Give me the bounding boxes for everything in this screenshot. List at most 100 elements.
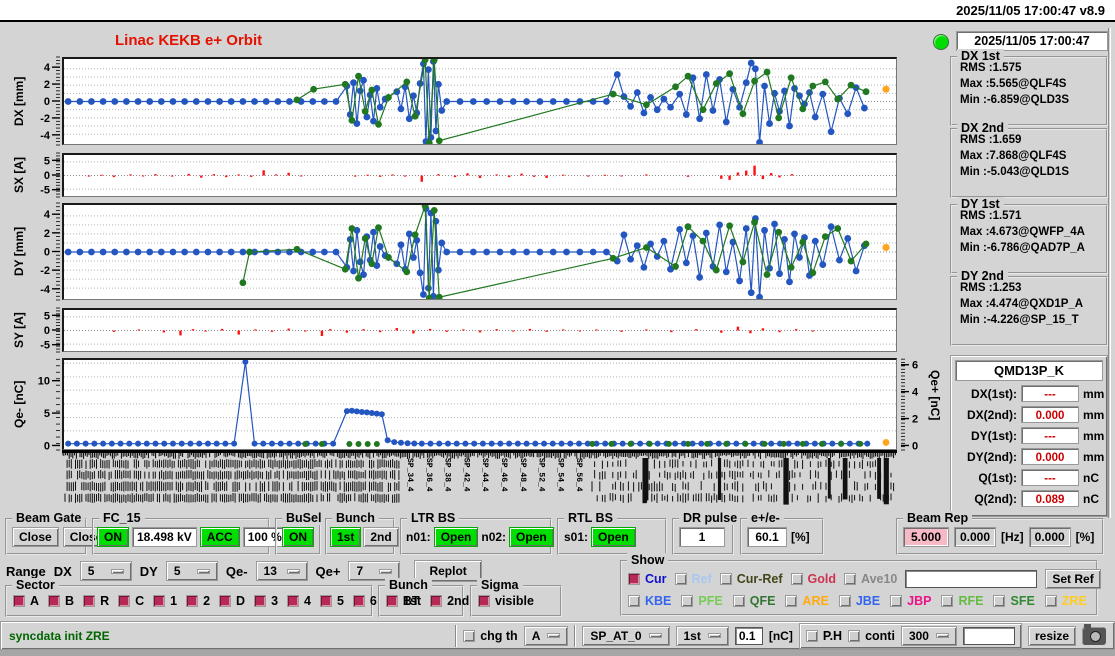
range-qem-dropdown[interactable]: 13 <box>255 561 308 581</box>
show-toggle-kbe[interactable]: KBE <box>628 594 671 608</box>
fc15-acc-button[interactable]: ACC <box>199 526 240 547</box>
stat-row: Max :7.868@QLF4S <box>960 150 1106 162</box>
show-toggle-sfe[interactable]: SFE <box>993 594 1035 608</box>
sp-at-dropdown[interactable]: SP_AT_0 <box>582 625 670 646</box>
ref-file-input[interactable] <box>905 570 1038 588</box>
svg-text:-2: -2 <box>40 265 50 277</box>
stat-row: RMS :1.253 <box>960 282 1106 294</box>
sector-item-checkbox[interactable] <box>287 595 300 607</box>
sector-item-checkbox[interactable] <box>48 595 61 607</box>
sector-item-c[interactable]: C <box>118 594 144 608</box>
fc15-on-button[interactable]: ON <box>97 526 129 547</box>
show-checkbox[interactable] <box>628 595 640 607</box>
bunch-filter-1st[interactable]: 1st <box>386 594 421 608</box>
sigma-item-visible[interactable]: visible <box>478 594 534 608</box>
threshold-input[interactable] <box>734 626 763 645</box>
range-dy-dropdown[interactable]: 5 <box>165 561 218 581</box>
range-dx-dropdown[interactable]: 5 <box>79 561 132 581</box>
chg-th-checkbox[interactable] <box>463 629 476 642</box>
beam-gate-close-button-1[interactable]: Close <box>12 526 59 547</box>
resize-button[interactable]: resize <box>1027 625 1076 646</box>
bunch-2nd-button[interactable]: 2nd <box>363 526 399 547</box>
show-checkbox[interactable] <box>993 595 1006 607</box>
sector-item-label: BT <box>402 594 420 608</box>
show-toggle-jbp[interactable]: JBP <box>890 594 931 608</box>
show-toggle-ref[interactable]: Ref <box>674 572 712 586</box>
show-toggle-cur[interactable]: Cur <box>628 572 667 586</box>
count-dropdown[interactable]: 300 <box>900 625 957 646</box>
status-led-icon <box>933 34 949 50</box>
show-checkbox[interactable] <box>785 595 798 607</box>
show-toggle-cur-ref[interactable]: Cur-Ref <box>719 572 783 586</box>
busel-on-button[interactable]: ON <box>282 526 314 547</box>
sector-item-checkbox[interactable] <box>153 595 166 607</box>
show-toggle-are[interactable]: ARE <box>785 594 829 608</box>
sector-item-6[interactable]: 6 <box>352 594 377 608</box>
bunch-select-dropdown[interactable]: 1st <box>675 625 729 646</box>
show-checkbox[interactable] <box>1044 595 1057 607</box>
conti-checkbox[interactable] <box>848 629 861 642</box>
sector-item-checkbox[interactable] <box>13 595 25 607</box>
show-toggle-ave10[interactable]: Ave10 <box>844 572 897 586</box>
sector-item-r[interactable]: R <box>83 594 109 608</box>
bunch-filter-checkbox[interactable] <box>386 595 398 607</box>
sector-item-checkbox[interactable] <box>186 595 199 607</box>
ph-label: P.H <box>822 628 843 643</box>
bunch-filter-checkbox[interactable] <box>430 595 443 607</box>
show-checkbox[interactable] <box>628 573 640 585</box>
status-bar: syncdata init ZRE chg th A SP_AT_0 1st [… <box>0 621 1115 650</box>
sector-item-5[interactable]: 5 <box>319 594 344 608</box>
sector-item-d[interactable]: D <box>219 594 245 608</box>
show-checkbox[interactable] <box>790 573 803 585</box>
show-toggle-gold[interactable]: Gold <box>790 572 836 586</box>
sector-item-a[interactable]: A <box>13 594 39 608</box>
plot-dx <box>62 57 897 145</box>
set-ref-button[interactable]: Set Ref <box>1045 569 1101 589</box>
show-checkbox[interactable] <box>674 573 687 585</box>
rtl-open-button[interactable]: Open <box>591 526 636 547</box>
show-checkbox[interactable] <box>681 595 694 607</box>
camera-icon[interactable] <box>1082 623 1106 645</box>
stat-value: 4.474@QXD1P_A <box>989 298 1084 310</box>
show-checkbox[interactable] <box>844 573 856 585</box>
sector-item-1[interactable]: 1 <box>153 594 177 608</box>
sector-item-3[interactable]: 3 <box>254 594 278 608</box>
dr-pulse-value[interactable]: 1 <box>679 526 725 547</box>
fc15-group: FC_15 ON 18.498 kV ACC 100 % <box>92 511 287 555</box>
sector-item-checkbox[interactable] <box>83 595 96 607</box>
sector-item-2[interactable]: 2 <box>186 594 210 608</box>
chg-th-label: chg th <box>480 628 518 643</box>
dr-pulse-group: DR pulse 1 <box>672 511 742 555</box>
show-toggle-qfe[interactable]: QFE <box>732 594 775 608</box>
show-toggle-zre[interactable]: ZRE <box>1044 594 1087 608</box>
show-checkbox[interactable] <box>890 595 903 607</box>
conti-checkbox-item[interactable]: conti <box>848 629 895 643</box>
show-checkbox[interactable] <box>941 595 954 607</box>
replot-button[interactable]: Replot <box>414 560 482 582</box>
show-toggle-pfe[interactable]: PFE <box>681 594 723 608</box>
show-checkbox[interactable] <box>838 595 851 607</box>
ph-checkbox-item[interactable]: P.H <box>805 628 843 643</box>
show-checkbox[interactable] <box>732 595 745 607</box>
epe-ratio-group-title: e+/e- <box>747 511 784 525</box>
show-toggle-rfe[interactable]: RFE <box>941 594 983 608</box>
sigma-item-checkbox[interactable] <box>478 595 490 607</box>
ph-checkbox[interactable] <box>805 629 818 642</box>
threshold-a-dropdown[interactable]: A <box>523 625 569 646</box>
sector-item-checkbox[interactable] <box>219 595 232 607</box>
show-checkbox[interactable] <box>719 573 732 585</box>
bunch-filter-2nd[interactable]: 2nd <box>430 594 469 608</box>
sector-item-checkbox[interactable] <box>352 595 365 607</box>
extra-input[interactable] <box>962 626 1015 645</box>
sector-item-checkbox[interactable] <box>319 595 332 607</box>
chg-th-checkbox-item[interactable]: chg th <box>463 629 518 643</box>
bunch-1st-button[interactable]: 1st <box>330 526 362 547</box>
sector-item-4[interactable]: 4 <box>287 594 311 608</box>
ltr-open-button-2[interactable]: Open <box>509 526 554 547</box>
show-toggle-jbe[interactable]: JBE <box>838 594 880 608</box>
sector-item-b[interactable]: B <box>48 594 74 608</box>
sector-item-checkbox[interactable] <box>118 595 131 607</box>
range-qep-dropdown[interactable]: 7 <box>348 561 401 581</box>
sector-item-checkbox[interactable] <box>254 595 267 607</box>
ltr-open-button-1[interactable]: Open <box>433 526 479 547</box>
